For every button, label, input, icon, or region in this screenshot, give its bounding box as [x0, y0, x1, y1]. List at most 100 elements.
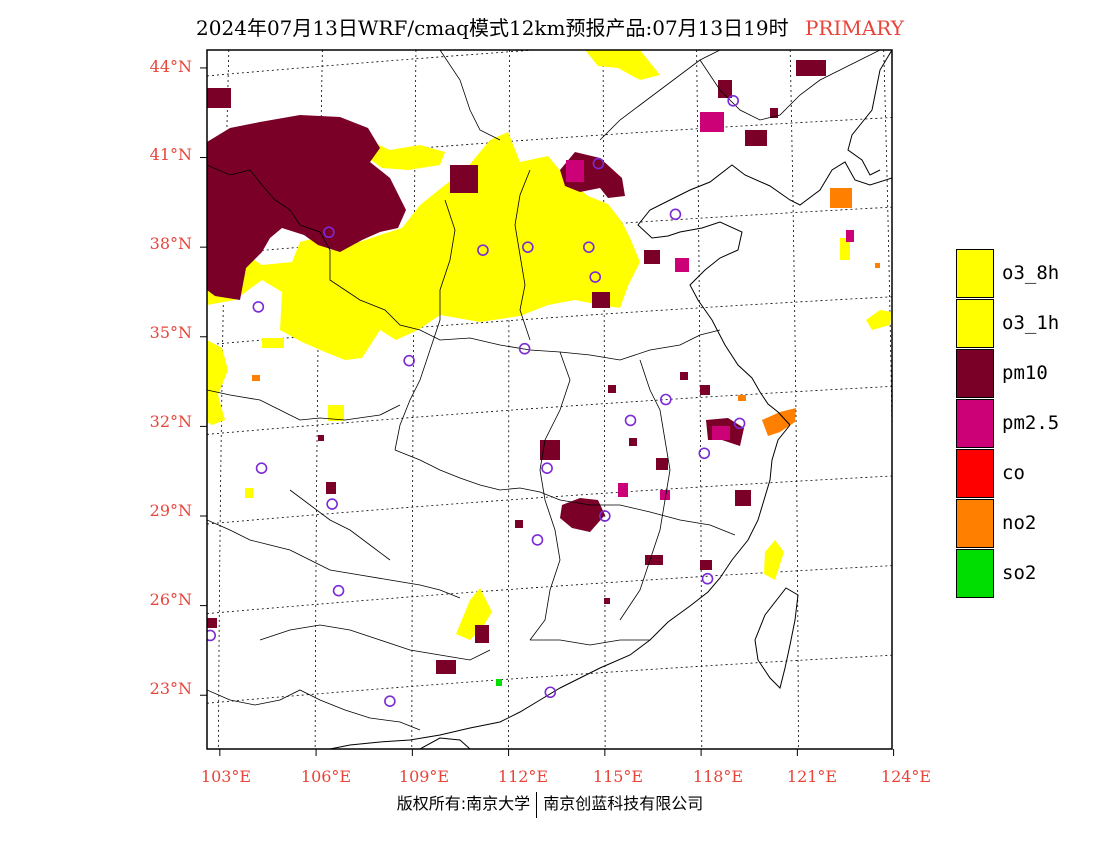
pm10-patch-18 — [656, 458, 668, 470]
legend-label: co — [1002, 462, 1025, 484]
o3-patch-5 — [840, 238, 850, 260]
lat-label: 38°N — [150, 234, 192, 253]
border-5 — [394, 449, 561, 501]
pm10-patch-17 — [680, 372, 688, 380]
legend-label: no2 — [1002, 512, 1037, 534]
hainan — [419, 737, 471, 749]
pm10-patch-21 — [700, 385, 710, 395]
station-marker — [544, 686, 557, 699]
no2-area — [252, 188, 880, 436]
axis-ticks — [200, 67, 895, 756]
lon-axis: 103°E 106°E 109°E 112°E 115°E 118°E 121°… — [201, 767, 931, 786]
station-marker — [733, 417, 746, 430]
so2-patch-1 — [496, 679, 502, 686]
legend-swatch — [956, 249, 994, 298]
copyright-left: 版权所有:南京大学 — [396, 794, 531, 813]
station-marker — [255, 462, 268, 475]
pm10-area — [207, 60, 826, 674]
pm10-patch-5 — [718, 80, 732, 98]
lat-label: 35°N — [150, 323, 192, 342]
map-title: 2024年07月13日WRF/cmaq模式12km预报产品:07月13日19时 … — [0, 12, 1100, 41]
pm10-patch-19 — [608, 385, 616, 393]
border-15 — [559, 499, 736, 536]
legend-swatch — [956, 499, 994, 548]
station-marker — [583, 241, 595, 253]
meridian-line — [789, 50, 799, 749]
pm10-patch-23 — [515, 520, 523, 528]
station-marker — [518, 342, 531, 355]
pm10-patch-3 — [592, 292, 610, 308]
pm10-patch-12 — [700, 560, 712, 570]
lat-label: 44°N — [150, 57, 192, 76]
parallel-line — [207, 50, 541, 77]
border-9 — [259, 624, 491, 661]
o3-area-west-edge — [207, 340, 228, 425]
pm10-patch-15 — [207, 618, 217, 628]
border-6 — [529, 351, 571, 641]
station-marker — [522, 241, 534, 253]
pm25-patch-1 — [566, 160, 584, 182]
o3-area-guangxi — [456, 588, 492, 640]
pm10-patch-6 — [796, 60, 826, 76]
legend-label: o3_1h — [1002, 312, 1060, 334]
border-16 — [530, 639, 650, 646]
station-marker — [599, 510, 611, 522]
legend-item-pm10: pm10 — [956, 349, 1096, 399]
lat-label: 29°N — [150, 501, 192, 520]
pm10-area-northwest — [207, 115, 406, 300]
station-markers — [207, 94, 746, 708]
pm25-area — [566, 112, 854, 500]
legend-item-o3-8h: o3_8h — [956, 249, 1096, 299]
legend-swatch — [956, 399, 994, 448]
o3-area-fujian — [764, 540, 784, 580]
map-content — [207, 50, 892, 749]
o3-patch-2 — [262, 338, 284, 348]
station-marker — [698, 447, 711, 460]
o3-area-east-edge — [866, 310, 892, 330]
lon-label: 124°E — [881, 767, 931, 786]
station-marker — [592, 157, 605, 170]
border-3 — [514, 169, 531, 341]
parallel-line — [207, 654, 892, 704]
lat-label: 23°N — [150, 679, 192, 698]
meridian-line — [602, 50, 606, 749]
lat-label: 26°N — [150, 590, 192, 609]
pm10-patch-10 — [735, 490, 751, 506]
pm10-patch-11 — [644, 250, 660, 264]
border-10 — [207, 689, 421, 731]
border-8 — [207, 519, 461, 599]
border-17 — [289, 489, 391, 561]
pm10-patch-13 — [645, 555, 663, 565]
station-marker — [326, 498, 338, 510]
border-13 — [699, 50, 881, 121]
legend-label: so2 — [1002, 562, 1037, 584]
station-marker — [384, 695, 396, 708]
station-marker — [332, 584, 345, 597]
copyright-footer: 版权所有:南京大学 南京创蓝科技有限公司 — [0, 790, 1100, 818]
station-marker — [701, 572, 714, 585]
so2-area — [496, 679, 502, 686]
legend-swatch — [956, 349, 994, 398]
coastline — [329, 50, 892, 749]
station-marker — [669, 208, 682, 221]
border-14 — [589, 329, 721, 361]
pm10-patch-22 — [604, 598, 610, 604]
o3-area — [207, 50, 892, 640]
legend-item-so2: so2 — [956, 549, 1096, 599]
o3-area-northeast-edge — [585, 50, 660, 80]
legend-swatch — [956, 449, 994, 498]
station-marker — [207, 629, 217, 642]
border-4 — [207, 389, 401, 421]
station-marker — [624, 414, 637, 427]
copyright-right: 南京创蓝科技有限公司 — [543, 794, 704, 813]
o3-area-northwest — [207, 132, 640, 360]
coastline-north — [637, 161, 892, 426]
pm10-patch-8 — [436, 660, 456, 674]
pm10-patch-1 — [207, 88, 231, 108]
legend-label: o3_8h — [1002, 262, 1060, 284]
station-marker — [660, 393, 672, 406]
legend-item-o3-1h: o3_1h — [956, 299, 1096, 349]
lat-label: 41°N — [150, 145, 192, 164]
o3-patch-6 — [245, 488, 253, 498]
